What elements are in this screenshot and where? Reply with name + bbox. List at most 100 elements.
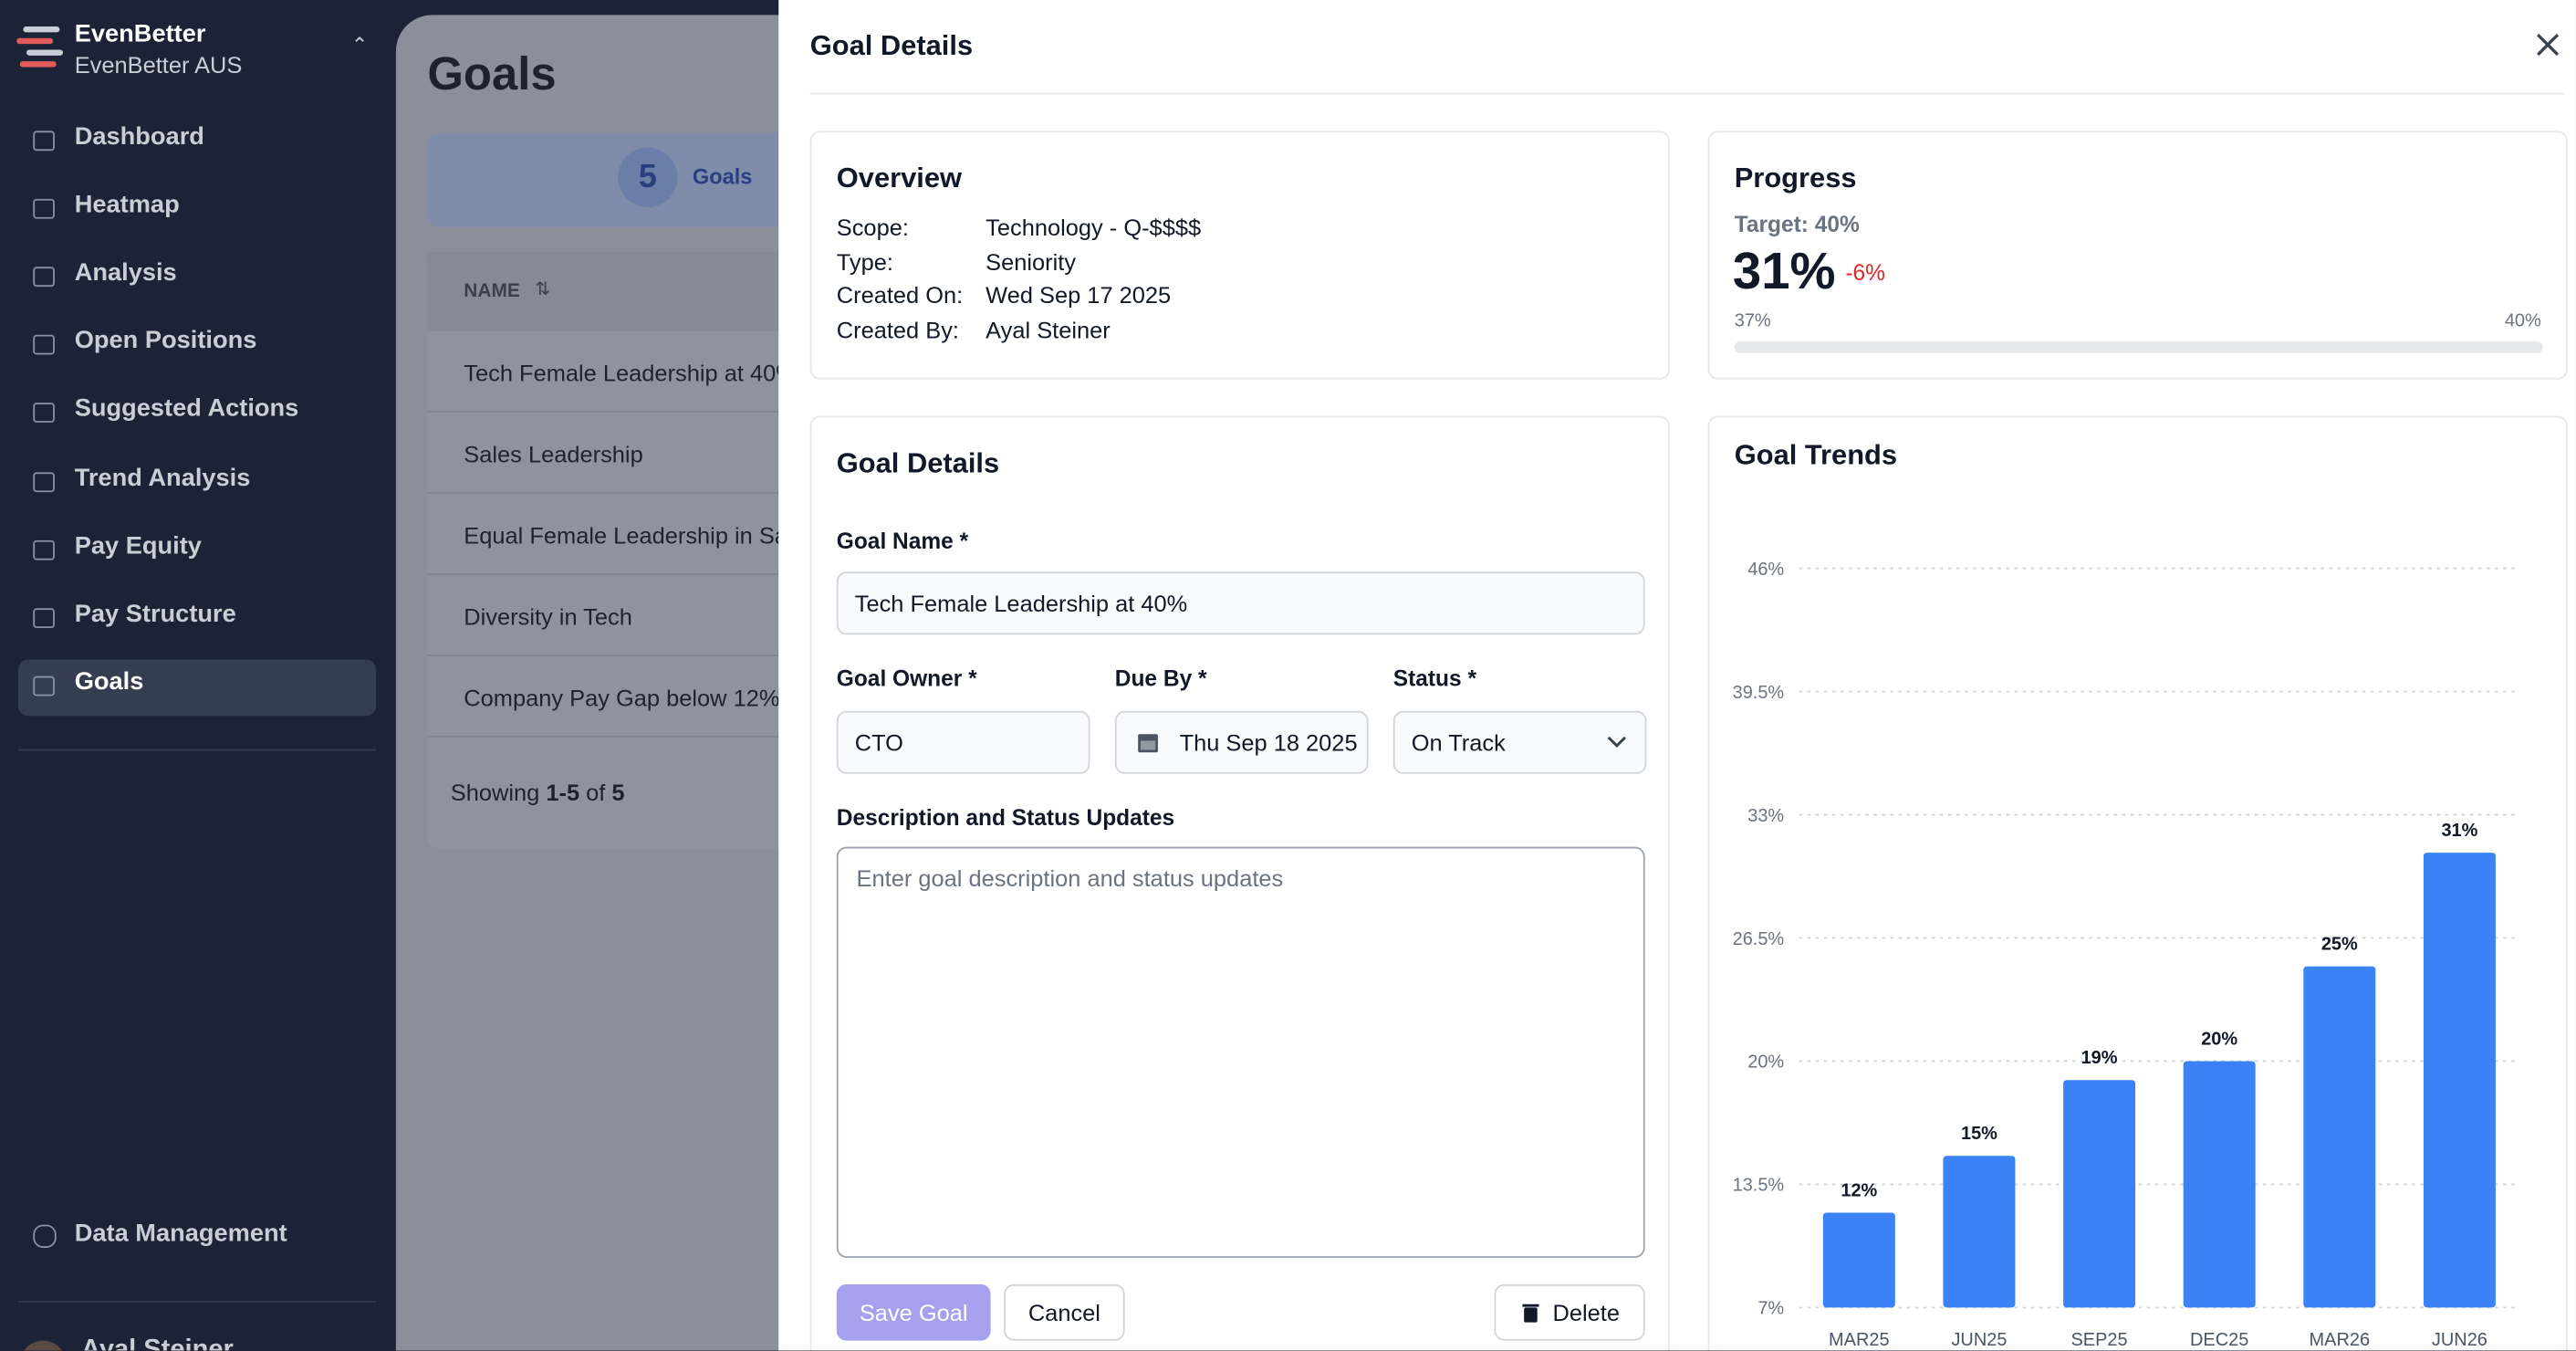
label: Goal Owner *	[836, 665, 977, 692]
row-divider	[427, 492, 859, 494]
nav-item[interactable]: Analysis	[74, 258, 177, 288]
text: 1-5	[546, 779, 580, 806]
icon	[33, 335, 55, 356]
row-name[interactable]: Equal Female Leadership in Sales	[464, 521, 818, 549]
y-tick-label: 7%	[1757, 1299, 1784, 1319]
trash-icon	[1522, 1304, 1539, 1323]
placeholder: Enter goal description and status update…	[856, 864, 1284, 892]
label: Status *	[1392, 665, 1477, 692]
icon	[33, 539, 55, 560]
data-label: 31%	[2441, 821, 2477, 841]
nav-item[interactable]: Trend Analysis	[74, 463, 251, 492]
divider	[809, 92, 2565, 95]
range-start: 37%	[1734, 311, 1771, 332]
bar	[2423, 853, 2496, 1308]
field-value: Seniority	[986, 247, 1077, 275]
label: Goal Name *	[836, 529, 969, 554]
description-textarea[interactable]: Enter goal description and status update…	[836, 846, 1645, 1258]
icon	[33, 403, 55, 424]
name-input[interactable]: Tech Female Leadership at 40%	[836, 571, 1645, 635]
icon	[33, 676, 55, 696]
label: Description and Status Updates	[836, 805, 1175, 831]
x-tick-label: MAR25	[1829, 1330, 1890, 1350]
bar	[2303, 966, 2376, 1308]
org-switch[interactable]: ⌃	[350, 33, 369, 57]
save-button[interactable]: Save Goal	[836, 1283, 991, 1341]
data-label: 19%	[2081, 1048, 2118, 1068]
text: of	[586, 779, 606, 806]
field-label: Scope:	[836, 214, 909, 241]
modal-title: Goal Details	[809, 29, 974, 62]
close-button[interactable]	[2535, 31, 2561, 58]
chart-title: Goal Trends	[1735, 438, 1897, 470]
card-title: Overview	[836, 162, 963, 194]
nav-item[interactable]: Goals	[74, 667, 144, 696]
nav-item[interactable]: Pay Equity	[74, 531, 202, 560]
card-title: Progress	[1734, 162, 1857, 194]
row-name[interactable]: Company Pay Gap below 12%	[464, 684, 780, 711]
field-value: Wed Sep 17 2025	[986, 282, 1172, 309]
row-name[interactable]: Tech Female Leadership at 40%	[464, 359, 797, 386]
icon	[33, 131, 55, 152]
bar	[1943, 1156, 2016, 1308]
field-label: Created By:	[836, 316, 960, 343]
row-divider	[427, 573, 859, 575]
text: Showing	[450, 779, 540, 806]
bar	[2183, 1061, 2256, 1308]
nav-item[interactable]: Dashboard	[74, 122, 204, 152]
icon	[33, 607, 55, 628]
page-title: Goals	[427, 47, 557, 99]
icon	[33, 199, 55, 219]
y-tick-label: 13.5%	[1733, 1176, 1785, 1196]
nav-item[interactable]: Heatmap	[74, 190, 180, 219]
column-header[interactable]: NAME	[464, 281, 520, 302]
nav-item[interactable]: Open Positions	[74, 327, 257, 356]
row-name[interactable]: Diversity in Tech	[464, 602, 632, 630]
data-label: 12%	[1841, 1180, 1877, 1200]
field-value: Technology - Q-$$$$	[986, 214, 1202, 241]
chevron	[1607, 736, 1626, 748]
owner-input[interactable]: CTO	[836, 710, 1090, 774]
logo	[16, 26, 63, 68]
field-value: Ayal Steiner	[986, 316, 1111, 343]
brand: EvenBetter	[74, 19, 206, 48]
delete-button[interactable]: Delete	[1494, 1283, 1645, 1341]
field-label: Created On:	[836, 282, 964, 309]
bar	[2063, 1080, 2136, 1308]
row-divider	[427, 411, 859, 414]
nav-item[interactable]: Pay Structure	[74, 599, 236, 628]
icon	[33, 1224, 57, 1248]
row-divider	[427, 736, 859, 738]
trends-card: Goal Trends 7% 13.5% 20% 26.5% 33% 39.5% 46% MA…	[1707, 415, 2568, 1351]
cancel-button[interactable]: Cancel	[1004, 1283, 1125, 1341]
y-tick-label: 39.5%	[1733, 683, 1785, 703]
pagination: Showing 1-5 of 5	[451, 779, 625, 805]
icon	[33, 471, 55, 492]
progress-track	[1734, 340, 2543, 353]
y-tick-label: 20%	[1747, 1053, 1784, 1073]
target: Target: 40%	[1734, 212, 1860, 237]
nav-item[interactable]: Data Management	[74, 1220, 287, 1248]
field-label: Type:	[836, 247, 893, 275]
row-name[interactable]: Sales Leadership	[464, 440, 643, 467]
x-tick-label: SEP25	[2071, 1330, 2128, 1350]
overview-card: Overview Scope: Technology - Q-$$$$ Type: S…	[809, 131, 1670, 380]
nav-item[interactable]: Suggested Actions	[74, 394, 299, 424]
bar	[1822, 1212, 1895, 1308]
modal: Goal Details Overview Scope: Technology -…	[778, 0, 2576, 1351]
user-name[interactable]: Ayal Steiner	[80, 1335, 234, 1351]
divider	[17, 749, 377, 751]
card-title: Goal Details	[836, 447, 1000, 479]
text: 5	[611, 779, 625, 806]
status-select[interactable]: On Track	[1392, 710, 1647, 774]
active-highlight	[17, 659, 377, 716]
avatar	[19, 1340, 67, 1351]
calendar-icon	[1138, 734, 1158, 753]
data-label: 25%	[2321, 935, 2358, 955]
y-tick-label: 33%	[1747, 806, 1784, 826]
org[interactable]: EvenBetter AUS	[74, 51, 243, 79]
icon	[33, 267, 55, 288]
sort-icon[interactable]: ⇅	[535, 279, 551, 300]
range-end: 40%	[2504, 311, 2541, 332]
